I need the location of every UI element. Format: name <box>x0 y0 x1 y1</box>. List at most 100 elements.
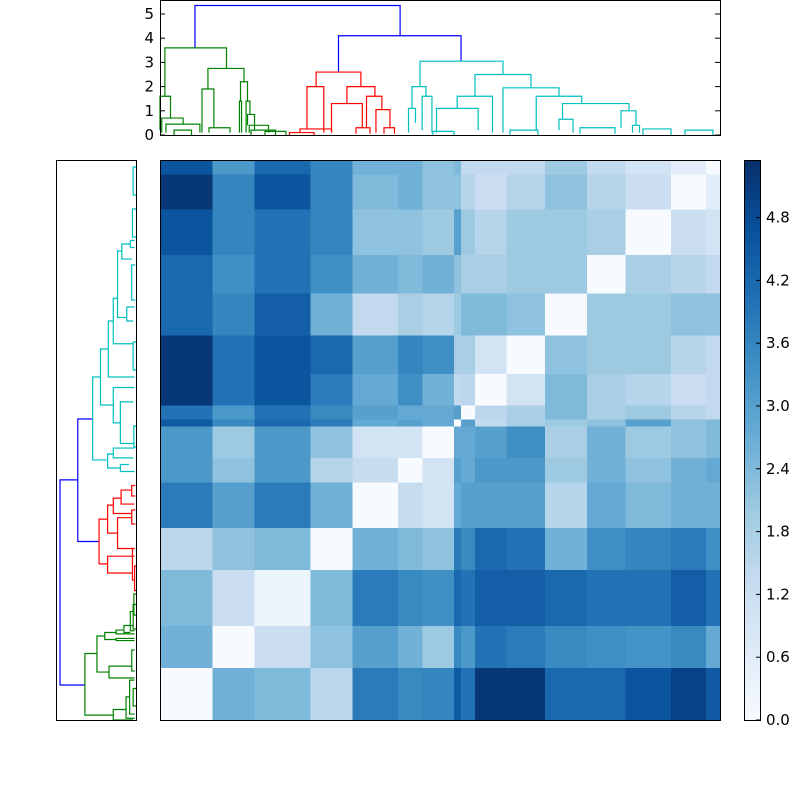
heatmap-cell <box>706 527 721 570</box>
heatmap-cell <box>254 625 311 668</box>
dendrogram-link <box>355 127 371 134</box>
heatmap-cell <box>671 293 707 336</box>
heatmap-cell <box>254 482 311 528</box>
dendrogram-link <box>126 306 135 322</box>
heatmap-cell <box>625 667 672 721</box>
dendrogram-link <box>474 73 532 97</box>
dendrogram-link <box>133 593 136 616</box>
heatmap-cell <box>625 373 672 406</box>
dendrogram-link <box>107 453 121 469</box>
heatmap-cell <box>671 160 707 175</box>
dendrogram-link <box>107 320 135 378</box>
heatmap-cell <box>706 254 721 294</box>
heatmap-cell <box>352 160 399 175</box>
heatmap-cell <box>587 482 626 528</box>
heatmap-cell <box>506 426 546 458</box>
heatmap-cell <box>706 405 721 420</box>
dendrogram-link <box>131 484 136 497</box>
heatmap-cell <box>398 293 423 336</box>
axes-frames: 0 1 2 3 4 5 <box>56 0 721 721</box>
dendrogram-link <box>642 128 672 135</box>
heatmap-cell <box>671 569 707 626</box>
heatmap-cell <box>706 625 721 668</box>
heatmap-cell <box>506 569 546 626</box>
colorbar-tick-label: 1.2 <box>766 585 790 603</box>
colorbar-tick-label: 0.6 <box>766 648 790 666</box>
heatmap-cell <box>212 293 255 336</box>
heatmap-cell <box>454 667 462 721</box>
dendrogram-link <box>365 95 383 128</box>
heatmap-cell <box>625 625 672 668</box>
heatmap-cell <box>475 569 507 626</box>
heatmap-cell <box>398 457 423 483</box>
heatmap-cell <box>160 160 213 175</box>
heatmap-cell <box>212 174 255 210</box>
dendrogram-link <box>119 463 135 473</box>
y-tick-label: 1 <box>144 102 154 120</box>
dendrogram-link <box>248 124 270 133</box>
dendrogram-link <box>131 649 135 672</box>
heatmap-cell <box>475 254 507 294</box>
colorbar-tick-label: 4.8 <box>766 209 790 227</box>
dendrogram-link <box>558 118 574 133</box>
heatmap-cell <box>625 457 672 483</box>
heatmap-cell <box>475 482 507 528</box>
heatmap-cell <box>475 293 507 336</box>
heatmap-cell <box>310 569 353 626</box>
dendrogram-link <box>112 447 135 459</box>
heatmap-cell <box>422 527 455 570</box>
heatmap-cell <box>545 174 588 210</box>
dendrogram-link <box>120 489 135 505</box>
heatmap-cell <box>475 457 507 483</box>
heatmap-cell <box>475 419 507 427</box>
heatmap-cell <box>352 293 399 336</box>
heatmap-cell <box>352 335 399 374</box>
heatmap-cell <box>706 569 721 626</box>
heatmap-cell <box>706 426 721 458</box>
dendrogram-link <box>561 102 630 120</box>
dendrogram-link <box>129 679 135 715</box>
heatmap-cell <box>461 457 476 483</box>
y-tick-label: 2 <box>144 78 154 96</box>
heatmap-cell <box>461 160 476 175</box>
dendrogram-link <box>383 127 396 134</box>
heatmap-cell <box>506 209 546 255</box>
heatmap-cell <box>422 426 455 458</box>
heatmap-cell <box>671 174 707 210</box>
heatmap-cell <box>310 426 353 458</box>
heatmap-cell <box>625 254 672 294</box>
dendrogram-link <box>330 102 363 133</box>
heatmap-cell <box>254 527 311 570</box>
heatmap-cell <box>454 335 462 374</box>
heatmap-cell <box>398 419 423 427</box>
heatmap-cell <box>625 426 672 458</box>
heatmap-cell <box>671 335 707 374</box>
dendrogram-link <box>264 130 287 135</box>
heatmap-cell <box>398 667 423 721</box>
colorbar-tick-label: 4.2 <box>766 271 790 289</box>
dendrogram-link <box>99 348 114 406</box>
heatmap-cell <box>706 293 721 336</box>
dendrogram-link <box>132 341 136 371</box>
dendrogram-link <box>346 86 376 104</box>
y-tick-label: 5 <box>144 5 154 23</box>
heatmap-cell <box>352 625 399 668</box>
heatmap-cell <box>506 373 546 406</box>
heatmap-cell <box>625 209 672 255</box>
heatmap-cell <box>254 293 311 336</box>
heatmap-cell <box>506 527 546 570</box>
dendrogram-link <box>59 479 85 686</box>
dendrogram-link <box>131 264 136 301</box>
heatmap-cell <box>461 373 476 406</box>
heatmap-cell <box>422 667 455 721</box>
dendrogram-link <box>509 129 539 135</box>
heatmap-cell <box>475 335 507 374</box>
dendrogram-link <box>119 401 135 445</box>
dendrogram-link <box>201 88 215 133</box>
dendrogram-link <box>125 696 135 719</box>
heatmap-cell <box>671 426 707 458</box>
dendrogram-link <box>502 87 560 133</box>
heatmap-cell <box>212 482 255 528</box>
heatmap-cell <box>422 373 455 406</box>
heatmap-cell <box>160 457 213 483</box>
